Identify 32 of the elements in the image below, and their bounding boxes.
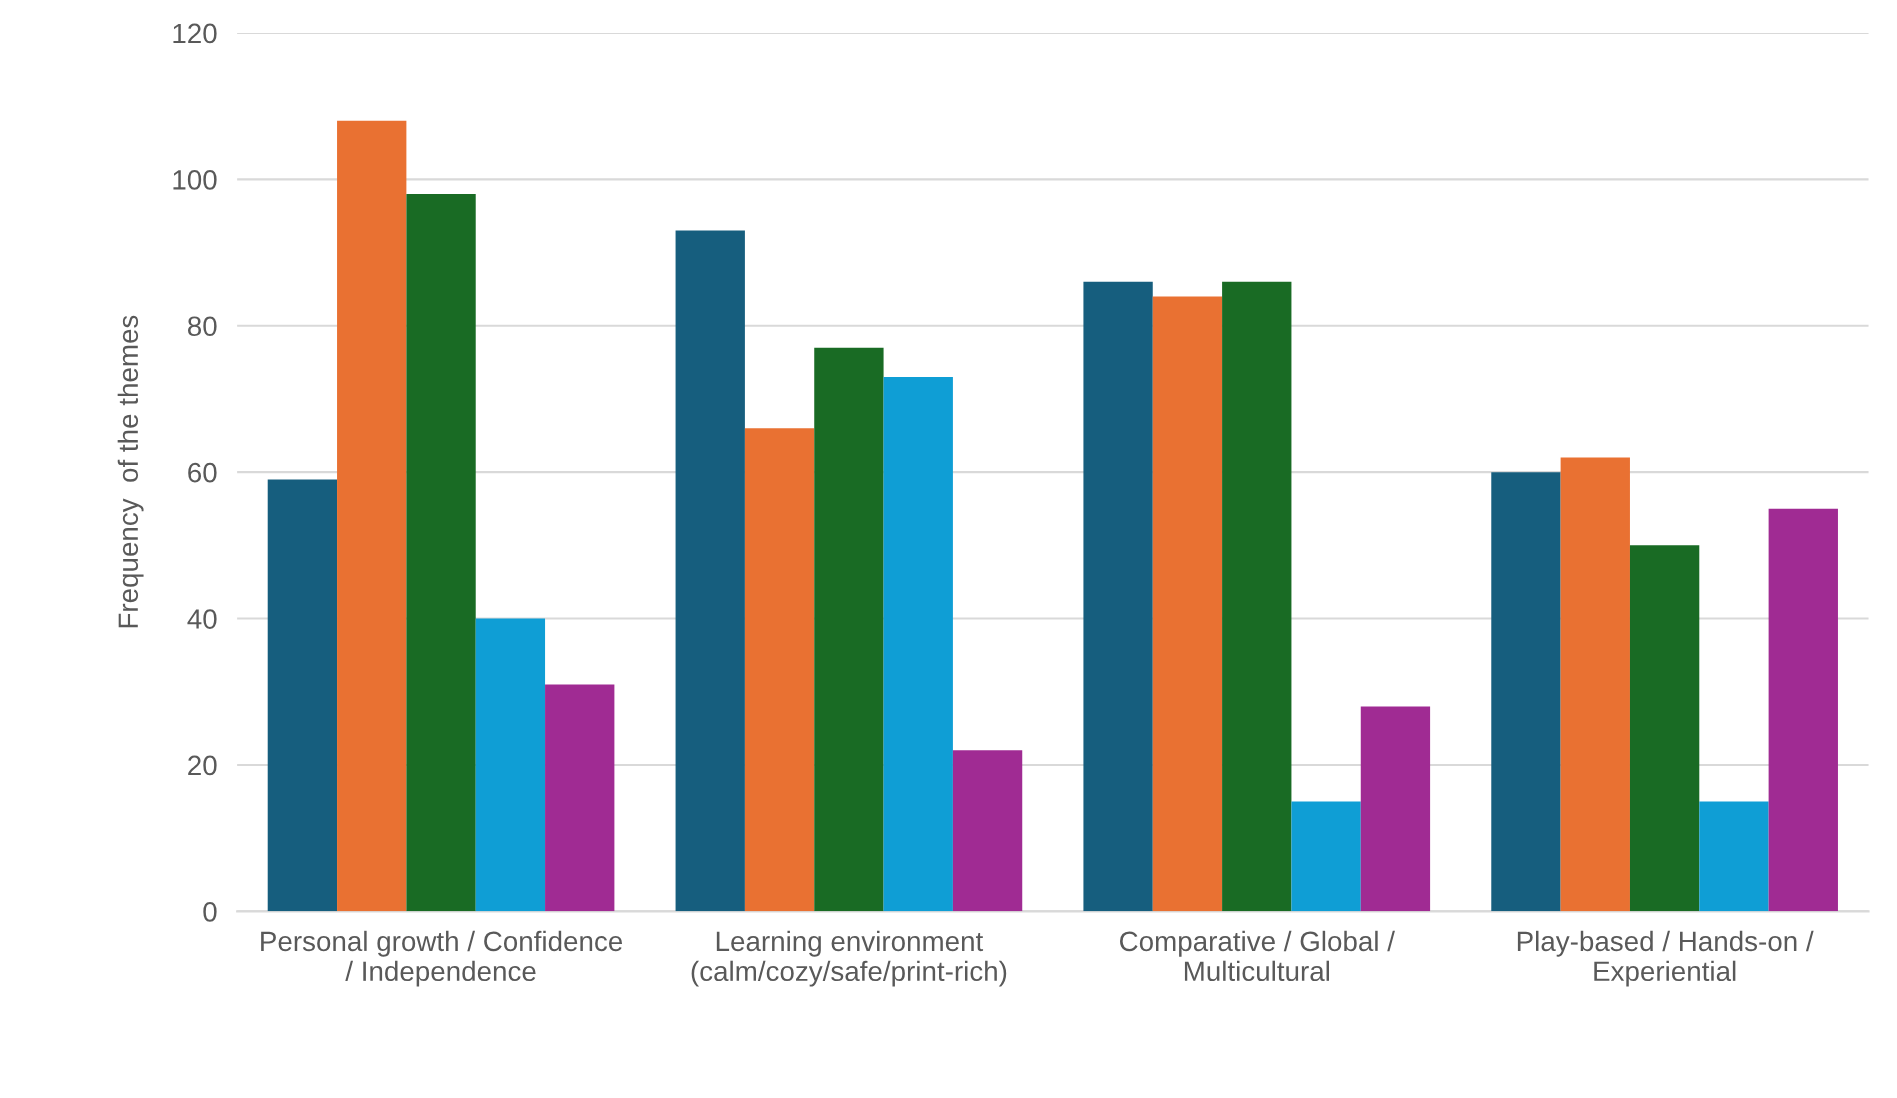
bar — [545, 684, 615, 912]
bar — [475, 618, 546, 912]
x-tick-label: Comparative / Global / Multicultural — [1120, 930, 1395, 982]
x-tick-label: Learning environment (calm/cozy/safe/print-rich) — [691, 930, 1007, 987]
bar — [1560, 457, 1630, 912]
y-axis-title: Frequency of the themes — [117, 315, 144, 628]
bar — [337, 120, 407, 912]
y-tick-label: 40 — [187, 609, 217, 629]
bar — [952, 750, 1023, 912]
y-tick-label: 20 — [188, 755, 217, 776]
bar — [1491, 472, 1561, 912]
y-tick-label: 100 — [173, 170, 217, 190]
bar — [814, 347, 884, 912]
bar — [1768, 508, 1838, 912]
bar — [1291, 801, 1361, 912]
bar — [1152, 296, 1223, 912]
y-tick-label: 0 — [203, 902, 217, 922]
y-tick-label: 80 — [187, 316, 217, 337]
x-tick-label: Play-based / Hands-on / Experiential — [1517, 930, 1814, 987]
y-tick-label: 60 — [188, 462, 217, 483]
bar — [1222, 281, 1292, 912]
bar — [1083, 281, 1153, 912]
bar — [1699, 801, 1769, 912]
bar — [267, 479, 338, 912]
y-tick-label: 120 — [173, 23, 217, 44]
bar — [1360, 706, 1431, 912]
bar — [744, 428, 815, 912]
bar — [675, 230, 745, 912]
x-tick-label: Personal growth / Confidence / Independence — [261, 930, 623, 987]
bar — [883, 376, 953, 912]
bar — [406, 193, 476, 912]
bar — [1629, 545, 1700, 912]
